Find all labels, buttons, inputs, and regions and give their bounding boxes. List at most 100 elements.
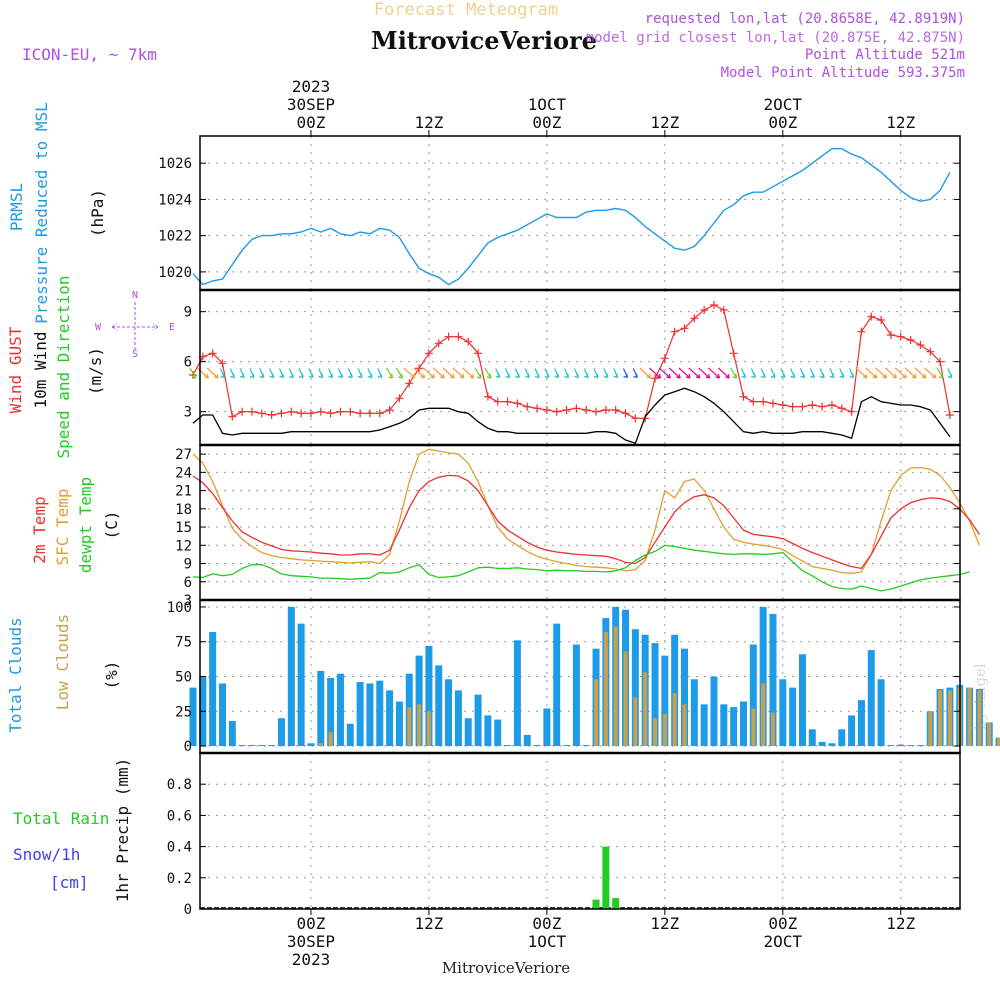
gust-marker <box>886 331 895 339</box>
total-cloud-bar <box>376 680 384 747</box>
total-cloud-bar <box>838 729 846 747</box>
wind-arrow <box>855 367 868 379</box>
gust-marker <box>818 402 827 411</box>
wind-arrow <box>452 367 465 379</box>
wind-arrow <box>573 368 579 379</box>
temp-ylabel-3: dewpt Temp <box>76 477 95 573</box>
wind-arrow <box>936 367 944 379</box>
gust-marker <box>680 324 689 333</box>
total-cloud-bar <box>857 700 865 747</box>
total-cloud-bar <box>445 679 453 747</box>
total-cloud-bar <box>356 682 364 747</box>
wind-arrow <box>819 368 825 379</box>
gust-marker <box>631 414 640 423</box>
gust-marker <box>572 404 581 413</box>
wind-arrow <box>668 367 681 379</box>
gust-marker <box>709 301 718 309</box>
gust-marker <box>847 407 856 416</box>
gust-marker <box>277 409 286 418</box>
low-cloud-bar <box>653 718 658 747</box>
x-tick-label-top: 1OCT <box>528 95 567 114</box>
gust-marker <box>936 357 945 366</box>
wind-arrow <box>593 368 599 379</box>
x-tick-label-bottom: 1OCT <box>528 932 567 951</box>
y-tick-label: 24 <box>175 465 192 481</box>
wind-arrow <box>904 367 917 379</box>
gust-marker <box>385 406 394 414</box>
marks-layer <box>189 147 1000 909</box>
gust-marker <box>267 411 276 419</box>
wind-arrow <box>583 368 589 379</box>
pressure-line <box>192 147 951 286</box>
temp-ylabel-1: 2m Temp <box>30 496 49 563</box>
x-tick-label-top: 12Z <box>886 113 915 132</box>
total-cloud-bar <box>661 655 669 747</box>
gust-marker <box>837 404 846 413</box>
gust-marker <box>454 332 463 341</box>
total-cloud-bar <box>582 745 590 747</box>
gust-marker <box>700 306 709 314</box>
gust-marker <box>729 349 738 358</box>
wind-arrow <box>328 368 334 379</box>
total-cloud-bar <box>366 683 374 747</box>
total-cloud-bar <box>268 745 276 747</box>
total-cloud-bar <box>651 643 659 747</box>
total-cloud-bar <box>808 729 816 747</box>
wind-arrow <box>514 368 520 379</box>
wind-line <box>192 387 951 444</box>
wind-arrow <box>740 368 747 379</box>
gust-marker <box>660 354 669 363</box>
gust-marker <box>788 402 797 411</box>
model-altitude: Model Point Altitude 593.375m <box>721 65 965 81</box>
wind-arrow <box>849 368 855 379</box>
gust-marker <box>247 407 256 416</box>
total-cloud-bar <box>690 679 698 747</box>
gust-marker <box>621 409 630 418</box>
gust-marker <box>375 409 384 418</box>
total-cloud-bar <box>563 745 571 747</box>
gust-marker <box>906 336 915 344</box>
y-tick-label: 1020 <box>158 265 192 281</box>
y-tick-label: 3 <box>184 405 192 421</box>
total-cloud-bar <box>916 745 924 747</box>
snow-side-label: Snow/1h <box>13 845 80 864</box>
wind-arrow <box>632 368 638 379</box>
point-altitude: Point Altitude 521m <box>805 47 965 63</box>
compass-e: E <box>169 322 175 333</box>
y-tick-label: 100 <box>167 600 192 616</box>
total-cloud-bar <box>297 623 305 747</box>
gust-marker <box>513 399 522 408</box>
total-cloud-bar <box>818 741 826 747</box>
total-cloud-bar <box>572 644 580 747</box>
y-tick-label: 18 <box>175 502 192 518</box>
gust-marker <box>926 347 935 356</box>
wind-arrow <box>649 367 662 379</box>
wind-arrow <box>947 368 953 379</box>
x-tick-label-bottom: 2OCT <box>764 932 803 951</box>
gust-marker <box>739 392 748 401</box>
temp-2m-line <box>192 474 980 570</box>
total-cloud-bar <box>769 613 777 747</box>
y-tick-label: 0.6 <box>167 808 192 824</box>
cloud-ylabel-1: Total Clouds <box>6 617 25 733</box>
low-cloud-bar <box>682 704 687 747</box>
wind-arrow <box>563 368 570 379</box>
gust-marker <box>651 374 660 383</box>
wind-arrow <box>403 367 416 379</box>
snow-unit-label: [cm] <box>50 873 89 892</box>
wind-arrow <box>206 367 219 379</box>
total-cloud-bar <box>907 745 915 747</box>
total-cloud-bar <box>415 655 423 747</box>
wind-arrow <box>288 368 294 379</box>
wind-unit: (m/s) <box>86 347 105 395</box>
wind-ylabel-2: 10m Wind <box>31 331 50 408</box>
x-tick-label-top: 00Z <box>768 113 797 132</box>
total-cloud-bar <box>464 718 472 747</box>
gust-marker <box>365 409 374 418</box>
low-cloud-bar <box>977 690 982 747</box>
y-tick-label: 12 <box>175 538 192 554</box>
y-tick-label: 3 <box>184 593 192 609</box>
y-tick-label: 1022 <box>158 229 192 245</box>
wind-arrow <box>688 367 701 379</box>
precip-ylabel: 1hr Precip (mm) <box>113 758 132 903</box>
